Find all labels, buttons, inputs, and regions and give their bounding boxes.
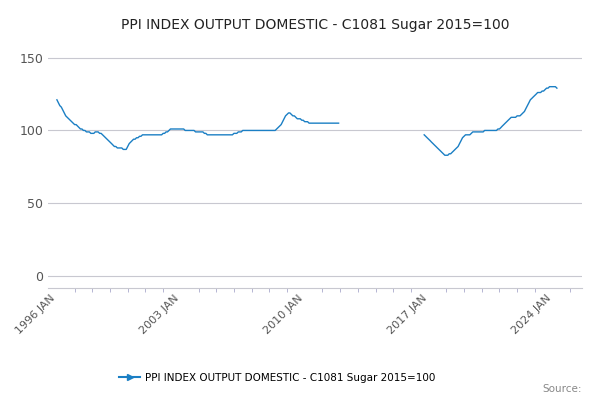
Legend: PPI INDEX OUTPUT DOMESTIC - C1081 Sugar 2015=100: PPI INDEX OUTPUT DOMESTIC - C1081 Sugar … xyxy=(115,369,440,387)
Title: PPI INDEX OUTPUT DOMESTIC - C1081 Sugar 2015=100: PPI INDEX OUTPUT DOMESTIC - C1081 Sugar … xyxy=(121,18,509,32)
Text: Source:: Source: xyxy=(542,384,582,394)
